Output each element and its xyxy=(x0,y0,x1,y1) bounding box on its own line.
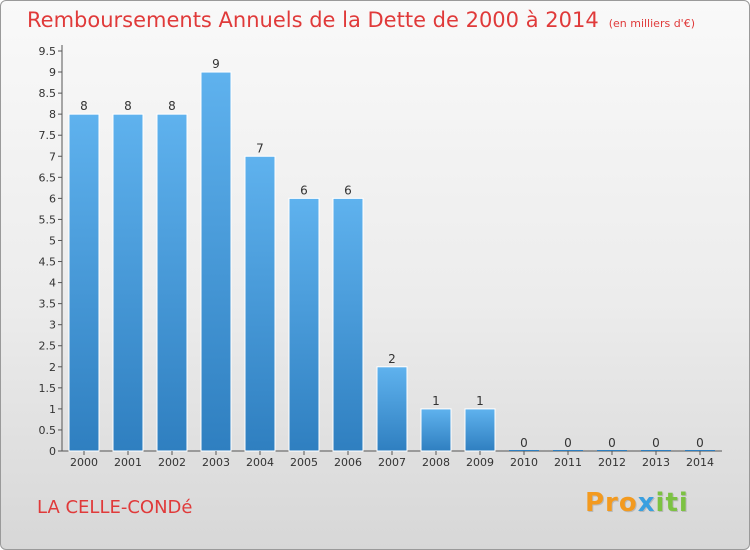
x-tick-label: 2000 xyxy=(70,456,98,469)
bar xyxy=(376,366,408,452)
x-tick-label: 2002 xyxy=(158,456,186,469)
y-tick-label: 9.5 xyxy=(39,45,57,58)
data-label: 6 xyxy=(300,183,308,197)
logo-part-1: Pro xyxy=(585,488,638,518)
data-label: 1 xyxy=(476,394,484,408)
y-tick-label: 4 xyxy=(49,277,56,290)
proxiti-logo: Proxiti xyxy=(585,488,689,518)
y-tick-label: 7 xyxy=(49,150,56,163)
data-label: 1 xyxy=(432,394,440,408)
data-label: 8 xyxy=(80,99,88,113)
x-tick-label: 2014 xyxy=(686,456,714,469)
data-label: 9 xyxy=(212,57,220,71)
chart-title-text: Remboursements Annuels de la Dette de 20… xyxy=(27,8,599,32)
bar xyxy=(156,113,188,452)
x-tick-label: 2012 xyxy=(598,456,626,469)
data-label: 0 xyxy=(696,436,704,450)
data-label: 6 xyxy=(344,183,352,197)
y-tick-label: 2.5 xyxy=(39,340,57,353)
x-tick-label: 2008 xyxy=(422,456,450,469)
data-label: 0 xyxy=(652,436,660,450)
town-name: LA CELLE-CONDé xyxy=(37,497,193,518)
bar xyxy=(112,113,144,452)
bar xyxy=(420,408,452,452)
y-tick-label: 0 xyxy=(49,445,56,458)
y-tick-label: 7.5 xyxy=(39,129,57,142)
y-tick-label: 8 xyxy=(49,108,56,121)
y-tick-label: 1 xyxy=(49,403,56,416)
x-tick-label: 2013 xyxy=(642,456,670,469)
bar xyxy=(244,155,276,452)
y-tick-label: 1.5 xyxy=(39,382,57,395)
bar xyxy=(464,408,496,452)
logo-part-2: x xyxy=(637,488,656,518)
bar xyxy=(68,113,100,452)
data-label: 7 xyxy=(256,141,264,155)
data-label: 0 xyxy=(608,436,616,450)
data-label: 0 xyxy=(520,436,528,450)
x-tick-label: 2003 xyxy=(202,456,230,469)
y-tick-label: 5 xyxy=(49,234,56,247)
y-tick-label: 4.5 xyxy=(39,256,57,269)
y-tick-label: 6 xyxy=(49,192,56,205)
data-label: 8 xyxy=(124,99,132,113)
y-tick-label: 6.5 xyxy=(39,171,57,184)
chart-unit: (en milliers d'€) xyxy=(608,17,695,30)
chart-title: Remboursements Annuels de la Dette de 20… xyxy=(27,8,695,32)
data-label: 8 xyxy=(168,99,176,113)
x-tick-label: 2007 xyxy=(378,456,406,469)
x-tick-label: 2001 xyxy=(114,456,142,469)
bar xyxy=(332,197,364,452)
x-tick-label: 2005 xyxy=(290,456,318,469)
data-label: 2 xyxy=(388,352,396,366)
x-tick-label: 2006 xyxy=(334,456,362,469)
y-tick-label: 5.5 xyxy=(39,213,57,226)
x-tick-label: 2011 xyxy=(554,456,582,469)
y-tick-label: 3 xyxy=(49,319,56,332)
y-tick-label: 2 xyxy=(49,361,56,374)
y-tick-label: 9 xyxy=(49,66,56,79)
data-label: 0 xyxy=(564,436,572,450)
bar xyxy=(288,197,320,452)
y-tick-label: 3.5 xyxy=(39,298,57,311)
bar xyxy=(200,71,232,452)
y-tick-label: 0.5 xyxy=(39,424,57,437)
logo-part-3: iti xyxy=(655,488,689,518)
x-tick-label: 2004 xyxy=(246,456,274,469)
x-tick-label: 2009 xyxy=(466,456,494,469)
x-tick-label: 2010 xyxy=(510,456,538,469)
y-tick-label: 8.5 xyxy=(39,87,57,100)
